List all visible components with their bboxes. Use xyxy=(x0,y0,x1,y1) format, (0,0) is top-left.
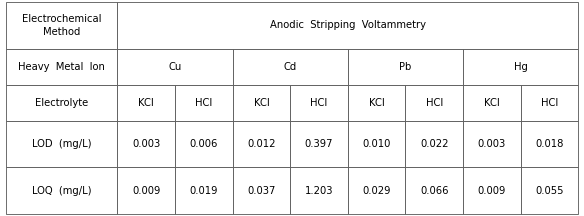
Text: 0.019: 0.019 xyxy=(190,186,218,195)
Bar xyxy=(175,121,232,167)
Text: 0.003: 0.003 xyxy=(132,139,161,149)
Bar xyxy=(463,121,520,167)
Bar xyxy=(232,49,348,85)
Text: Electrolyte: Electrolyte xyxy=(35,98,88,108)
Bar xyxy=(348,85,405,121)
Text: KCl: KCl xyxy=(484,98,500,108)
Text: 1.203: 1.203 xyxy=(305,186,333,195)
Text: KCl: KCl xyxy=(138,98,154,108)
Text: 0.009: 0.009 xyxy=(478,186,506,195)
Bar xyxy=(348,167,405,214)
Bar xyxy=(117,49,232,85)
Text: HCl: HCl xyxy=(310,98,328,108)
Bar xyxy=(463,167,520,214)
Text: Pb: Pb xyxy=(399,62,412,72)
Text: 0.066: 0.066 xyxy=(420,186,449,195)
Bar xyxy=(290,85,348,121)
Bar xyxy=(6,121,117,167)
Bar xyxy=(520,167,578,214)
Bar xyxy=(463,49,578,85)
Text: 0.055: 0.055 xyxy=(535,186,564,195)
Text: Anodic  Stripping  Voltammetry: Anodic Stripping Voltammetry xyxy=(270,21,426,30)
Text: 0.022: 0.022 xyxy=(420,139,449,149)
Text: HCl: HCl xyxy=(426,98,443,108)
Bar xyxy=(348,49,463,85)
Text: Cd: Cd xyxy=(284,62,297,72)
Text: 0.037: 0.037 xyxy=(247,186,276,195)
Text: 0.029: 0.029 xyxy=(362,186,391,195)
Bar xyxy=(232,121,290,167)
Bar xyxy=(117,2,578,49)
Bar xyxy=(117,121,175,167)
Bar xyxy=(520,85,578,121)
Bar xyxy=(175,167,232,214)
Text: 0.018: 0.018 xyxy=(535,139,564,149)
Text: 0.010: 0.010 xyxy=(363,139,391,149)
Bar xyxy=(520,121,578,167)
Bar xyxy=(290,121,348,167)
Bar xyxy=(6,85,117,121)
Bar xyxy=(463,85,520,121)
Bar xyxy=(117,85,175,121)
Text: Cu: Cu xyxy=(168,62,182,72)
Text: 0.009: 0.009 xyxy=(132,186,161,195)
Text: 0.003: 0.003 xyxy=(478,139,506,149)
Text: 0.006: 0.006 xyxy=(190,139,218,149)
Text: LOD  (mg/L): LOD (mg/L) xyxy=(32,139,91,149)
Text: Hg: Hg xyxy=(514,62,527,72)
Text: 0.012: 0.012 xyxy=(247,139,276,149)
Text: HCl: HCl xyxy=(541,98,558,108)
Bar xyxy=(117,167,175,214)
Text: HCl: HCl xyxy=(195,98,213,108)
Text: LOQ  (mg/L): LOQ (mg/L) xyxy=(32,186,91,195)
Text: Electrochemical
Method: Electrochemical Method xyxy=(22,14,102,37)
Bar xyxy=(6,2,117,49)
Bar xyxy=(405,167,463,214)
Bar xyxy=(6,167,117,214)
Text: Heavy  Metal  Ion: Heavy Metal Ion xyxy=(18,62,105,72)
Bar xyxy=(290,167,348,214)
Bar xyxy=(348,121,405,167)
Bar xyxy=(232,85,290,121)
Bar xyxy=(175,85,232,121)
Text: 0.397: 0.397 xyxy=(305,139,333,149)
Text: KCl: KCl xyxy=(253,98,269,108)
Bar xyxy=(405,121,463,167)
Bar xyxy=(232,167,290,214)
Bar xyxy=(405,85,463,121)
Text: KCl: KCl xyxy=(369,98,384,108)
Bar xyxy=(6,49,117,85)
